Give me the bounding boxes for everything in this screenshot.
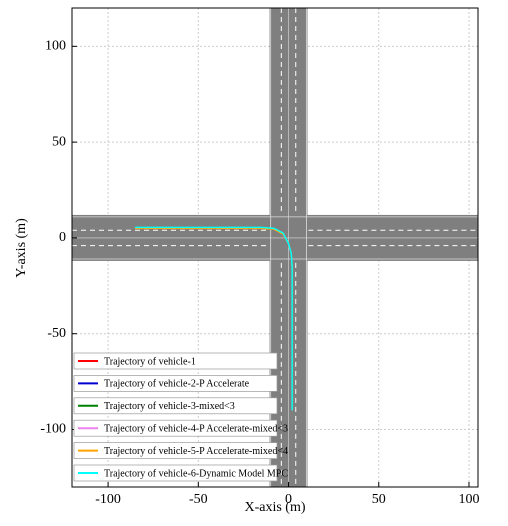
legend-box — [73, 464, 278, 482]
y-tick-label: -100 — [40, 422, 66, 437]
legend-box — [73, 397, 278, 415]
y-tick-label: -50 — [47, 326, 66, 341]
y-tick-label: 0 — [59, 230, 66, 245]
roads — [72, 8, 478, 487]
legend-box — [73, 352, 278, 370]
x-tick-label: -50 — [189, 492, 208, 507]
plot-frame — [71, 7, 479, 488]
legend-box — [73, 375, 278, 392]
x-tick-label: 0 — [285, 492, 292, 507]
legend-box — [73, 419, 278, 437]
x-tick-label: -100 — [95, 492, 121, 507]
legend-label: Trajectory of vehicle-5-P Accelerate-mix… — [104, 446, 288, 457]
x-tick-label: 50 — [372, 492, 386, 507]
x-axis-label: X-axis (m) — [244, 500, 305, 515]
y-tick-label: 100 — [45, 39, 66, 54]
legend-label: Trajectory of vehicle-6-Dynamic Model MP… — [104, 468, 288, 479]
y-tick-label: 50 — [52, 134, 66, 149]
legend-label: Trajectory of vehicle-1 — [104, 356, 196, 367]
legend-box — [73, 442, 278, 459]
legend-label: Trajectory of vehicle-2-P Accelerate — [104, 379, 250, 390]
trajectory-line — [135, 226, 293, 411]
y-axis-label: Y-axis (m) — [14, 218, 29, 278]
legend-label: Trajectory of vehicle-3-mixed<3 — [104, 401, 235, 412]
legend: Trajectory of vehicle-1 Trajectory of veh… — [73, 352, 288, 482]
legend-label: Trajectory of vehicle-4-P Accelerate-mix… — [104, 423, 288, 434]
x-tick-label: 100 — [458, 492, 479, 507]
